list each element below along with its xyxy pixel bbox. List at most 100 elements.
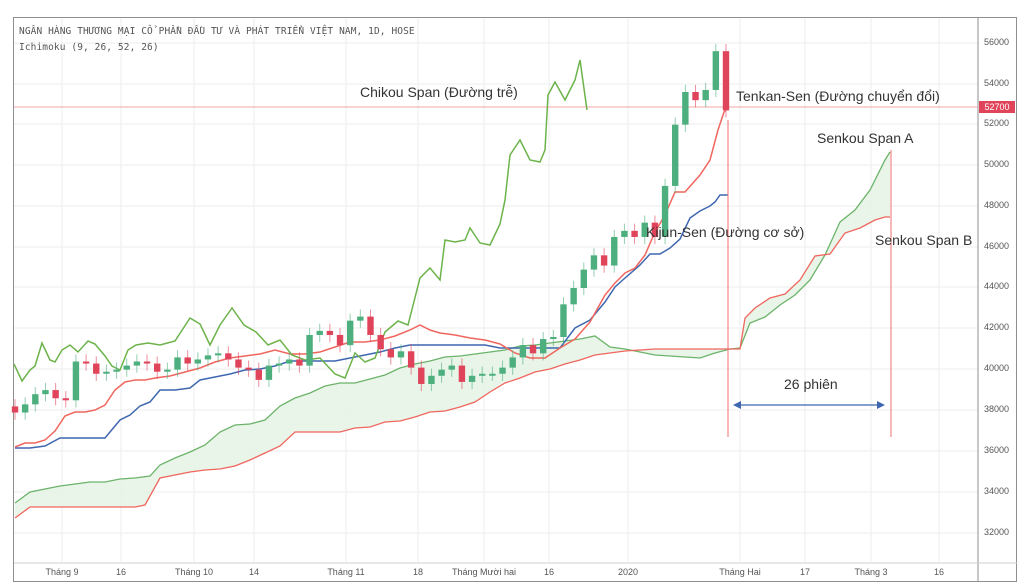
candle [407,351,415,368]
candle [479,373,486,376]
candlesticks [11,44,730,420]
candle [184,357,191,364]
candle [600,255,608,266]
tenkan-sen-annotation: Tenkan-Sen (Đường chuyển đổi) [736,88,940,104]
candle [519,345,527,358]
time-tick: Tháng 11 [327,567,365,577]
time-tick: 16 [115,567,127,577]
candle [164,369,171,372]
price-tick: 46000 [984,241,1010,251]
chart-title: NGÂN HÀNG THƯƠNG MẠI CỔ PHẦN ĐẦU TƯ VÀ P… [19,26,415,37]
candle [62,398,69,401]
chikou-span-annotation: Chikou Span (Đường trễ) [360,84,518,100]
shift-annotation: 26 phiên [784,376,838,392]
candle [32,394,39,405]
chikou-span-line [13,59,588,383]
candle [672,124,679,186]
candle [682,92,689,125]
time-tick: 16 [543,567,555,577]
candle [154,363,161,372]
candle [377,334,384,350]
candle [306,334,313,366]
kumo-cloud [15,152,890,518]
kijun-sen-annotation: Kijun-Sen (Đường cơ sở) [646,224,805,240]
candle [590,255,598,270]
candle [509,357,516,368]
candle [489,373,496,376]
candle [103,371,110,374]
price-tick: 42000 [984,322,1010,332]
candle [661,185,669,237]
candle [550,337,557,340]
candle [296,359,303,366]
time-tick: 14 [248,567,260,577]
candle [651,222,659,237]
senkou-span-a-line [14,151,891,504]
candle [712,51,720,90]
candle [235,359,242,368]
candle [702,89,709,101]
time-tick: Tháng 10 [174,567,214,577]
last-price-badge: 52700 [979,101,1015,113]
candle [346,320,354,346]
candle [93,363,100,374]
candle [72,361,80,401]
candle [428,375,435,384]
candle [204,355,212,360]
candle [539,339,547,354]
time-tick: Tháng 9 [45,567,79,577]
candle [621,230,628,237]
time-tick: 2020 [617,567,639,577]
price-tick: 44000 [984,281,1010,291]
candle [21,404,29,413]
time-tick: Tháng Hai [719,567,761,577]
time-tick: 16 [933,567,945,577]
candle [611,236,618,266]
candle [580,269,587,288]
candle [245,367,252,370]
candle [255,369,262,380]
candle [367,316,374,335]
candle [387,349,395,358]
senkou-span-b-line [14,216,890,519]
candle [123,365,130,370]
candle [143,361,151,364]
price-tick: 38000 [984,404,1010,414]
chart-legend: NGÂN HÀNG THƯƠNG MẠI CỔ PHẦN ĐẦU TƯ VÀ P… [19,24,415,56]
price-tick: 48000 [984,200,1010,210]
candle [265,365,273,380]
senkou-span-b-annotation: Senkou Span B [875,232,973,248]
price-tick: 40000 [984,363,1010,373]
candle [418,367,425,384]
candle [174,357,181,370]
candle [397,351,405,358]
shift-arrow [733,401,885,409]
candle [286,359,293,364]
candle [570,288,577,305]
candle [722,51,730,111]
candle [214,353,222,356]
price-tick: 56000 [984,37,1010,47]
candle [631,230,638,237]
candle [42,390,49,395]
candle [326,330,334,335]
price-tick: 34000 [984,486,1010,496]
indicator-label[interactable]: Ichimoku (9, 26, 52, 26) [19,42,159,53]
candle [225,353,232,360]
price-tick: 54000 [984,78,1010,88]
candle [560,304,567,337]
candle [113,369,120,372]
candle [458,365,466,382]
price-tick: 32000 [984,527,1010,537]
candle [275,363,283,366]
candle [316,330,323,335]
candle [529,345,537,354]
candle [641,222,648,237]
candle [468,375,476,382]
price-tick: 36000 [984,445,1010,455]
candle [438,369,445,376]
chart-frame[interactable] [13,17,1017,582]
kijun-sen-line [15,194,728,449]
time-tick: Tháng Mười hai [452,567,516,577]
